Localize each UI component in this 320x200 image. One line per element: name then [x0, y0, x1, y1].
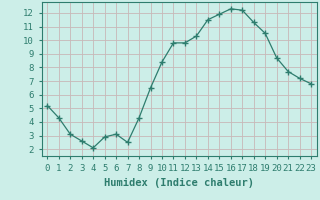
X-axis label: Humidex (Indice chaleur): Humidex (Indice chaleur) [104, 178, 254, 188]
